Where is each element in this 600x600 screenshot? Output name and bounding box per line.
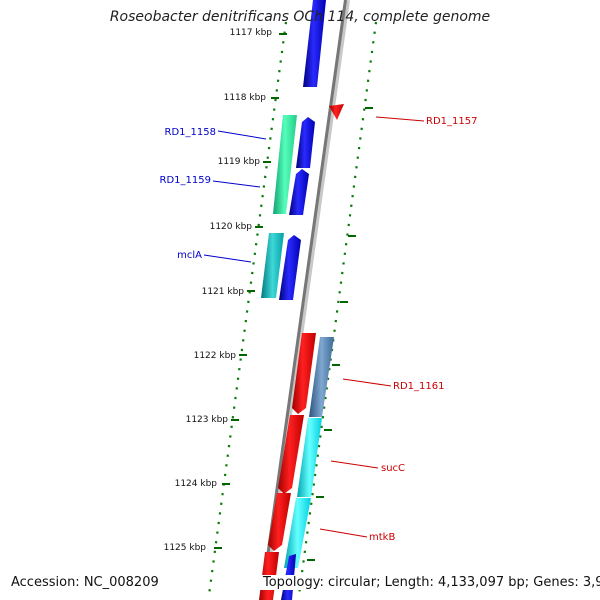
gene-forward-2[interactable]: [289, 169, 309, 215]
gene-labels: RD1_1158 RD1_1159 mclA RD1_1157 RD1_1161…: [160, 116, 478, 543]
gene-label-succ[interactable]: sucC: [381, 463, 405, 474]
kbp-tick: 1119 kbp: [218, 157, 271, 167]
kbp-tick: 1125 kbp: [164, 543, 222, 553]
tick-tracks: [207, 21, 378, 596]
kbp-label: 1117 kbp: [230, 28, 273, 38]
gene-reverse-1[interactable]: [292, 333, 316, 414]
kbp-tick: 1121 kbp: [202, 287, 255, 297]
kbp-label: 1120 kbp: [210, 222, 253, 232]
gene-label-rd1-1161[interactable]: RD1_1161: [393, 381, 444, 392]
gene-rd1-1161[interactable]: [309, 337, 334, 417]
gene-forward-1[interactable]: [296, 117, 315, 168]
gene-mcla[interactable]: [261, 233, 284, 298]
gene-label-mcla[interactable]: mclA: [177, 250, 202, 261]
kbp-label: 1122 kbp: [194, 351, 237, 361]
gene-features: [259, 0, 344, 600]
gene-mtkb[interactable]: [284, 498, 311, 568]
kbp-tick: 1118 kbp: [224, 93, 279, 103]
gene-label-rd1-1158[interactable]: RD1_1158: [165, 127, 216, 138]
genome-info-text: Topology: circular; Length: 4,133,097 bp…: [259, 575, 600, 590]
kbp-tick: 1122 kbp: [194, 351, 247, 361]
kbp-tick: 1124 kbp: [175, 479, 230, 489]
kbp-tick: 1120 kbp: [210, 222, 263, 232]
gene-reverse-2[interactable]: [278, 415, 304, 494]
gene-forward-top[interactable]: [303, 0, 326, 87]
gene-forward-3[interactable]: [279, 235, 301, 300]
gene-label-rd1-1157[interactable]: RD1_1157: [426, 116, 477, 127]
gene-reverse-3[interactable]: [268, 493, 291, 551]
right-ticks: [307, 107, 373, 561]
accession-text: Accession: NC_008209: [9, 575, 161, 590]
kbp-tick: 1123 kbp: [186, 415, 239, 425]
map-title: Roseobacter denitrificans OCh 114, compl…: [109, 9, 491, 25]
gene-succ[interactable]: [297, 418, 322, 497]
kbp-label: 1119 kbp: [218, 157, 261, 167]
kbp-label: 1124 kbp: [175, 479, 218, 489]
kbp-label: 1123 kbp: [186, 415, 229, 425]
gene-rd1-1157[interactable]: [329, 104, 344, 120]
gene-label-rd1-1159[interactable]: RD1_1159: [160, 175, 211, 186]
kbp-label: 1118 kbp: [224, 93, 267, 103]
kbp-label: 1121 kbp: [202, 287, 245, 297]
kbp-label: 1125 kbp: [164, 543, 207, 553]
gene-label-mtkb[interactable]: mtkB: [369, 532, 395, 543]
kbp-tick: 1117 kbp: [230, 28, 287, 38]
gene-rd1-1158[interactable]: [273, 115, 297, 214]
kbp-ruler: 1117 kbp 1118 kbp 1119 kbp 1120 kbp 1121…: [164, 28, 287, 553]
label-leaders: [203, 116, 425, 538]
